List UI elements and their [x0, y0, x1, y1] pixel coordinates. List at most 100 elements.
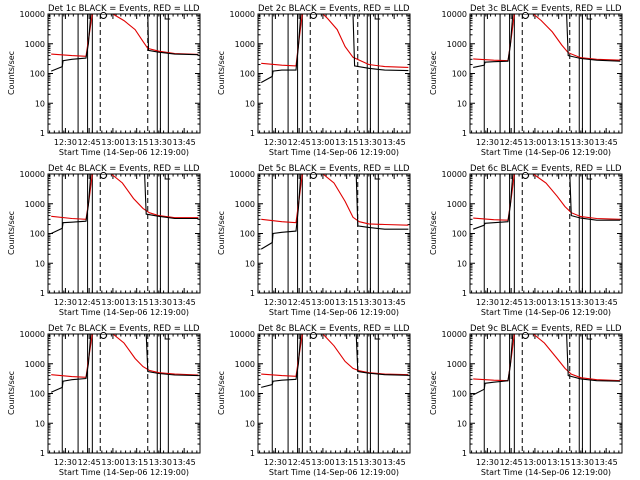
- y-tick-label: 1000: [447, 40, 467, 49]
- panel-title: Det 4c BLACK = Events, RED = LLD: [48, 164, 200, 174]
- box-marker: [374, 334, 381, 340]
- y-tick-label: 1: [250, 449, 255, 458]
- circle-marker: [99, 332, 107, 339]
- y-tick-label: 10000: [20, 10, 45, 19]
- y-tick-label: 10000: [230, 170, 255, 179]
- panel-det-6: Det 6c BLACK = Events, RED = LLD 1 10 100 1…: [429, 164, 623, 317]
- y-axis-label: Counts/sec: [217, 211, 226, 255]
- panel-title: Det 5c BLACK = Events, RED = LLD: [258, 164, 410, 174]
- y-axis-label: Counts/sec: [7, 211, 16, 255]
- y-tick-label: 10: [35, 99, 45, 108]
- y-tick-label: 1: [40, 129, 45, 138]
- y-tick-label: 100: [452, 230, 467, 239]
- x-tick-label: 12:45: [500, 458, 523, 467]
- box-marker: [586, 174, 593, 180]
- x-tick-label: 13:00: [101, 458, 124, 467]
- x-axis-label: Start Time (14-Sep-06 12:19:00): [481, 468, 611, 477]
- circle-marker: [99, 172, 107, 179]
- y-tick-label: 1000: [447, 360, 467, 369]
- y-tick-label: 10: [245, 99, 255, 108]
- x-tick-label: 13:45: [383, 138, 406, 147]
- y-tick-label: 100: [452, 70, 467, 79]
- x-tick-label: 13:45: [383, 298, 406, 307]
- box-marker: [164, 14, 171, 20]
- panel-title: Det 2c BLACK = Events, RED = LLD: [258, 4, 410, 14]
- x-tick-label: 13:45: [595, 458, 618, 467]
- y-tick-label: 10: [35, 259, 45, 268]
- x-tick-label: 13:00: [101, 138, 124, 147]
- x-tick-label: 13:30: [359, 138, 382, 147]
- x-tick-label: 13:00: [311, 138, 334, 147]
- y-axis-label: Counts/sec: [217, 371, 226, 415]
- x-tick-label: 13:45: [383, 458, 406, 467]
- box-marker: [586, 14, 593, 20]
- y-tick-label: 10000: [230, 10, 255, 19]
- x-tick-label: 12:30: [264, 458, 287, 467]
- circle-marker: [521, 332, 529, 339]
- panel-title: Det 9c BLACK = Events, RED = LLD: [470, 324, 622, 334]
- x-tick-label: 13:00: [523, 138, 546, 147]
- y-tick-label: 10: [245, 259, 255, 268]
- events-series-line: [260, 14, 409, 83]
- x-tick-label: 13:15: [125, 458, 148, 467]
- y-tick-label: 1000: [25, 200, 45, 209]
- x-tick-label: 13:45: [173, 458, 196, 467]
- x-tick-label: 12:45: [288, 298, 311, 307]
- y-axis-label: Counts/sec: [217, 51, 226, 95]
- panel-det-9: Det 9c BLACK = Events, RED = LLD 1 10 100 1…: [429, 324, 623, 477]
- events-series-line: [473, 174, 621, 230]
- y-tick-label: 10000: [442, 10, 467, 19]
- y-tick-label: 100: [240, 390, 255, 399]
- x-tick-label: 13:30: [359, 298, 382, 307]
- circle-marker: [99, 12, 107, 19]
- y-tick-label: 10000: [230, 330, 255, 339]
- panel-title: Det 7c BLACK = Events, RED = LLD: [48, 324, 200, 334]
- x-tick-label: 12:30: [264, 298, 287, 307]
- x-tick-label: 13:15: [125, 298, 148, 307]
- x-tick-label: 13:15: [547, 458, 570, 467]
- x-tick-label: 12:45: [500, 138, 523, 147]
- panel-title: Det 8c BLACK = Events, RED = LLD: [258, 324, 410, 334]
- y-tick-label: 10: [35, 419, 45, 428]
- y-tick-label: 10000: [442, 170, 467, 179]
- panel-det-8: Det 8c BLACK = Events, RED = LLD 1 10 100 1…: [217, 324, 411, 477]
- x-axis-label: Start Time (14-Sep-06 12:19:00): [59, 468, 189, 477]
- y-tick-label: 10: [245, 419, 255, 428]
- x-tick-label: 13:45: [595, 298, 618, 307]
- circle-marker: [309, 12, 317, 19]
- events-series-line: [472, 334, 621, 396]
- x-tick-label: 12:30: [476, 298, 499, 307]
- x-tick-label: 13:45: [595, 138, 618, 147]
- circle-marker: [521, 12, 529, 19]
- x-tick-label: 13:00: [523, 458, 546, 467]
- x-tick-label: 12:45: [78, 298, 101, 307]
- x-tick-label: 13:15: [547, 298, 570, 307]
- panel-title: Det 1c BLACK = Events, RED = LLD: [48, 4, 200, 14]
- panel-det-4: Det 4c BLACK = Events, RED = LLD 1 10 100 1…: [7, 164, 201, 317]
- y-tick-label: 1000: [25, 360, 45, 369]
- box-marker: [374, 174, 381, 180]
- x-tick-label: 13:15: [335, 458, 358, 467]
- x-tick-label: 12:30: [476, 138, 499, 147]
- y-tick-label: 100: [30, 230, 45, 239]
- x-tick-label: 12:30: [54, 458, 77, 467]
- circle-marker: [309, 172, 317, 179]
- panel-det-3: Det 3c BLACK = Events, RED = LLD 1 10 100 1…: [429, 4, 623, 157]
- y-axis-label: Counts/sec: [429, 51, 438, 95]
- y-tick-label: 1000: [235, 200, 255, 209]
- panel-det-5: Det 5c BLACK = Events, RED = LLD 1 10 100 1…: [217, 164, 411, 317]
- x-tick-label: 13:00: [311, 458, 334, 467]
- x-tick-label: 12:30: [54, 298, 77, 307]
- x-axis-label: Start Time (14-Sep-06 12:19:00): [269, 468, 399, 477]
- events-series-line: [50, 174, 199, 234]
- y-tick-label: 1000: [235, 40, 255, 49]
- y-tick-label: 10: [457, 259, 467, 268]
- y-tick-label: 100: [30, 390, 45, 399]
- y-tick-label: 100: [240, 70, 255, 79]
- x-tick-label: 13:00: [101, 298, 124, 307]
- x-axis-label: Start Time (14-Sep-06 12:19:00): [481, 308, 611, 317]
- x-tick-label: 12:30: [264, 138, 287, 147]
- y-tick-label: 10000: [442, 330, 467, 339]
